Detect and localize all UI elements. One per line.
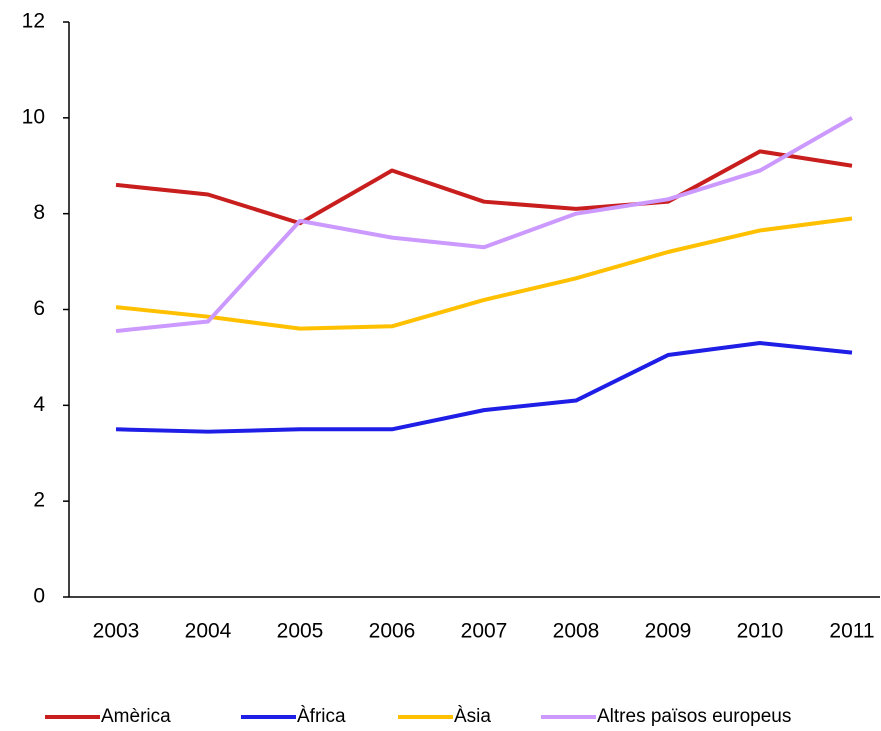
x-tick-label: 2011 — [829, 620, 874, 643]
legend-label: Àsia — [454, 706, 491, 727]
legend-label: Àfrica — [297, 706, 346, 727]
y-tick-label: 4 — [33, 393, 45, 416]
x-tick-label: 2006 — [369, 620, 416, 643]
y-tick-label: 6 — [33, 297, 45, 320]
legend-label: Amèrica — [101, 706, 171, 727]
x-tick-label: 2009 — [645, 620, 692, 643]
y-tick-label: 8 — [33, 201, 45, 224]
series-line — [115, 116, 853, 334]
series-line — [115, 216, 853, 331]
series-line — [115, 149, 853, 226]
x-tick-label: 2004 — [185, 620, 232, 643]
y-tick-label: 0 — [33, 585, 45, 608]
series-line — [115, 341, 853, 434]
legend-label: Altres països europeus — [597, 706, 791, 727]
x-tick-label: 2008 — [553, 620, 600, 643]
y-tick-label: 10 — [22, 105, 45, 128]
y-tick-label: 12 — [22, 10, 45, 33]
x-tick-label: 2010 — [737, 620, 784, 643]
y-tick-label: 2 — [33, 489, 45, 512]
x-tick-label: 2007 — [461, 620, 508, 643]
x-tick-label: 2005 — [277, 620, 324, 643]
x-tick-label: 2003 — [93, 620, 140, 643]
